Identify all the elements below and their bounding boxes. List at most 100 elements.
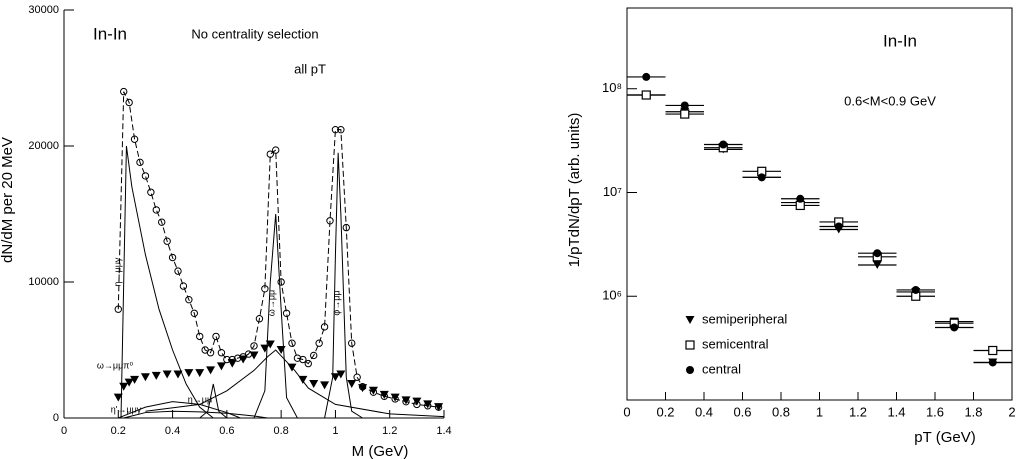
- marker: [872, 261, 882, 270]
- marker: [120, 87, 128, 96]
- marker: [277, 278, 285, 286]
- curve-label: ω→μμπ⁰: [97, 360, 134, 370]
- x-tick-label: 1.2: [849, 404, 867, 419]
- marker: [124, 378, 134, 387]
- marker: [190, 309, 198, 317]
- marker: [315, 339, 323, 347]
- marker: [162, 370, 172, 379]
- marker: [151, 371, 161, 380]
- marker: [216, 362, 226, 371]
- marker: [195, 369, 205, 378]
- marker: [293, 354, 302, 362]
- marker: [136, 158, 144, 167]
- curve: [120, 145, 214, 419]
- marker: [680, 101, 689, 110]
- y-tick-label: 30000: [28, 4, 59, 16]
- x-tick-label: 0: [623, 404, 630, 419]
- marker: [141, 172, 150, 180]
- annotation: all pT: [294, 61, 326, 76]
- marker: [320, 381, 330, 390]
- curve-label: η'→μμγ: [111, 404, 142, 414]
- legend-marker: [685, 316, 695, 324]
- x-tick-label: 0.8: [273, 425, 288, 437]
- x-axis-label: pT (GeV): [914, 429, 975, 446]
- marker: [261, 285, 269, 293]
- marker: [304, 359, 312, 368]
- marker: [796, 194, 805, 203]
- marker: [320, 323, 329, 331]
- marker: [212, 332, 220, 341]
- marker: [348, 339, 356, 347]
- y-tick-label: 10⁷: [603, 184, 622, 199]
- legend-label: semicentral: [702, 336, 769, 351]
- curve: [324, 152, 363, 419]
- plot-frame: [626, 7, 1013, 401]
- marker: [353, 373, 361, 381]
- curve-label: η→μμγ: [112, 257, 122, 286]
- marker: [119, 382, 129, 391]
- x-axis-label: M (GeV): [352, 443, 409, 459]
- x-tick-label: 2: [1008, 404, 1015, 419]
- marker: [309, 380, 319, 388]
- marker: [179, 282, 188, 290]
- marker: [130, 375, 140, 384]
- marker: [719, 140, 728, 149]
- x-tick-label: 0.6: [733, 404, 751, 419]
- marker: [250, 342, 258, 350]
- marker: [423, 400, 433, 409]
- curve: [253, 213, 298, 419]
- marker: [147, 188, 155, 196]
- marker: [310, 351, 318, 360]
- marker: [238, 355, 248, 364]
- x-tick-label: 1.4: [887, 404, 905, 419]
- x-tick-label: 1: [816, 404, 823, 419]
- curve-label: η→μμ: [188, 394, 212, 404]
- x-tick-label: 0.4: [695, 404, 713, 419]
- marker: [950, 323, 959, 332]
- marker: [255, 315, 264, 323]
- x-tick-label: 1.4: [436, 425, 451, 437]
- marker: [282, 309, 291, 317]
- marker: [260, 344, 270, 353]
- x-tick-label: 0.6: [219, 425, 234, 437]
- marker: [113, 393, 123, 402]
- marker: [401, 396, 411, 405]
- y-tick-label: 10⁸: [602, 80, 622, 95]
- marker: [114, 305, 122, 313]
- marker: [217, 349, 226, 357]
- x-tick-label: 1.6: [926, 404, 944, 419]
- y-tick-label: 10⁶: [602, 288, 622, 303]
- annotation: In-In: [883, 31, 917, 50]
- marker: [988, 345, 998, 356]
- marker: [642, 72, 651, 81]
- marker: [184, 369, 194, 378]
- marker: [206, 349, 215, 357]
- marker: [163, 237, 171, 245]
- marker: [140, 373, 150, 382]
- annotation: In-In: [93, 24, 127, 43]
- legend-label: semiperipheral: [702, 311, 787, 326]
- marker: [174, 267, 182, 275]
- marker: [206, 366, 216, 375]
- curve: [117, 91, 439, 408]
- marker: [390, 393, 400, 402]
- marker: [337, 125, 345, 134]
- marker: [125, 98, 133, 107]
- marker: [412, 397, 422, 406]
- x-tick-label: 0.8: [772, 404, 790, 419]
- marker: [265, 340, 275, 349]
- marker: [347, 380, 357, 388]
- y-tick-label: 0: [53, 412, 59, 424]
- marker: [185, 295, 193, 304]
- legend-label: central: [702, 361, 741, 376]
- marker: [368, 386, 378, 395]
- marker: [288, 339, 296, 347]
- marker: [227, 359, 237, 368]
- marker: [336, 370, 346, 379]
- marker: [680, 109, 690, 119]
- annotation: No centrality selection: [191, 26, 318, 41]
- marker: [331, 125, 340, 134]
- marker: [173, 370, 183, 379]
